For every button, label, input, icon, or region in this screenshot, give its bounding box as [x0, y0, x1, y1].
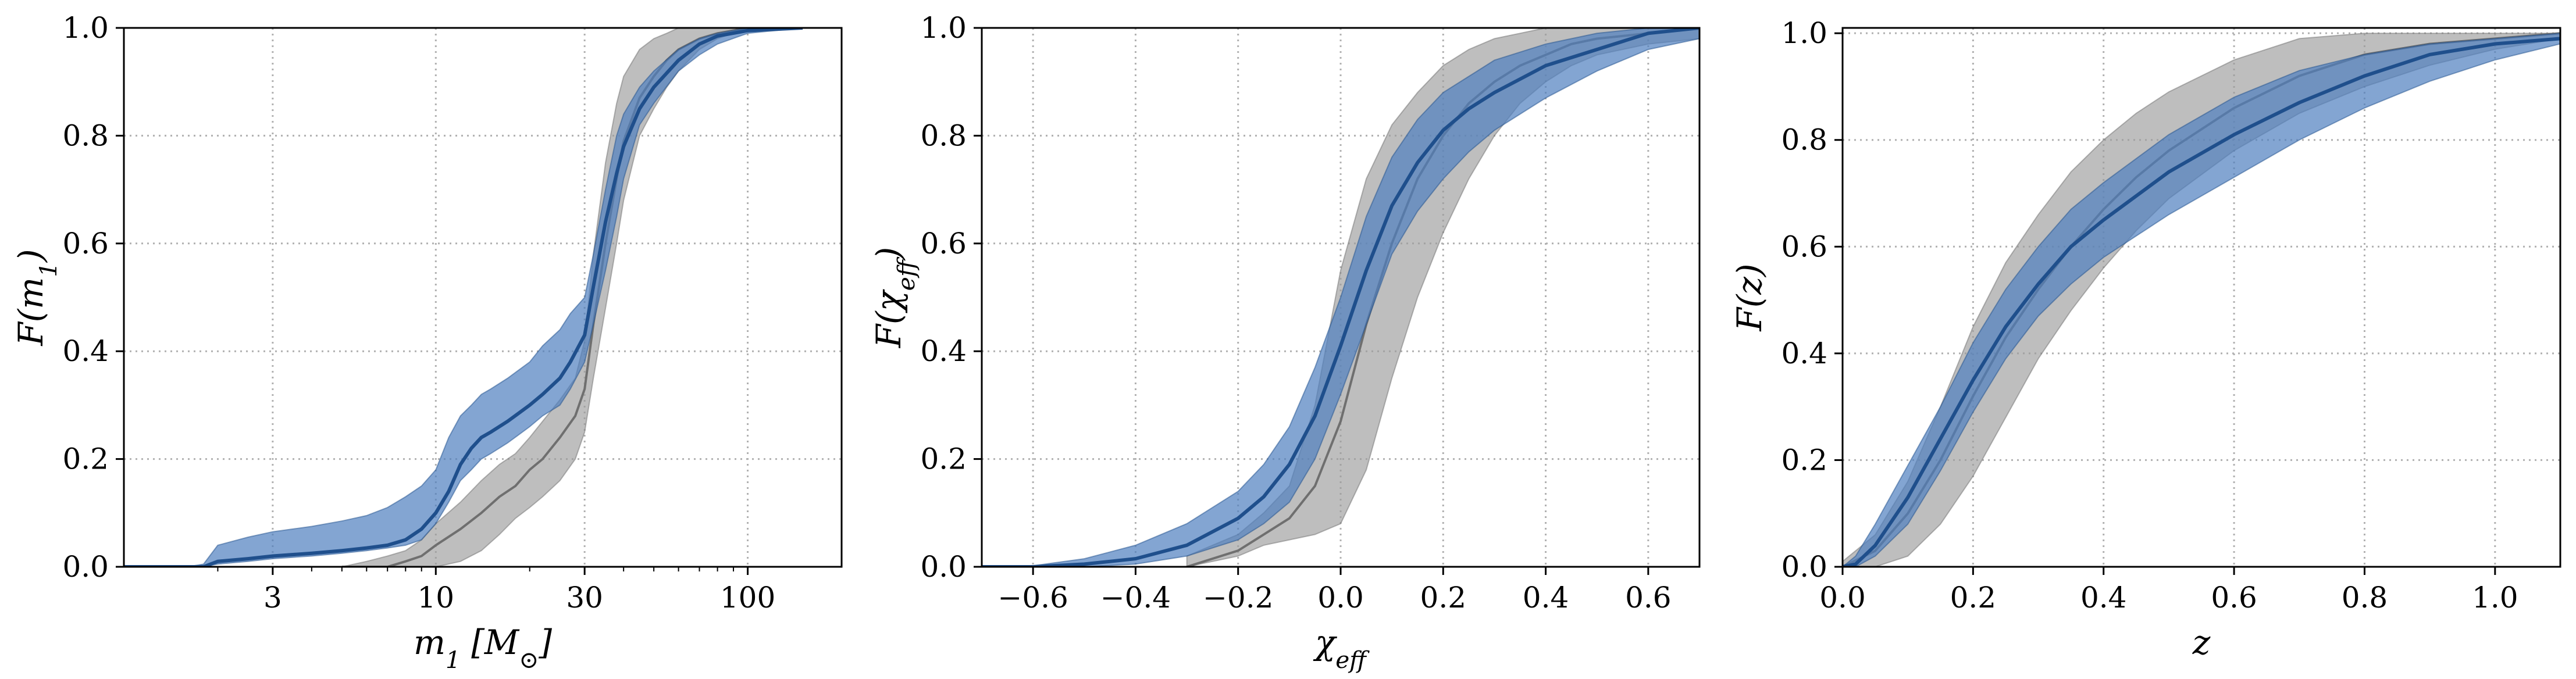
- data-median-line: [341, 28, 803, 567]
- y-axis-label: F(z): [1730, 263, 1769, 331]
- x-tick-label: 0.0: [1317, 581, 1364, 614]
- x-axis-label: χeff: [1313, 623, 1370, 674]
- x-tick-label: 0.0: [1819, 581, 1866, 614]
- x-tick-label: 0.2: [1950, 581, 1997, 614]
- axes-frame: [1841, 27, 2561, 568]
- x-tick-label: 0.8: [2342, 581, 2388, 614]
- y-tick-label: 0.6: [62, 227, 109, 260]
- data-credible-band: [341, 28, 803, 567]
- x-tick-label: 10: [417, 581, 454, 614]
- axes-frame: [123, 27, 843, 568]
- x-tick-label: 0.4: [1523, 581, 1569, 614]
- y-tick-label: 0.2: [1781, 443, 1827, 477]
- data-credible-band: [1843, 33, 2560, 567]
- x-tick-label: 30: [566, 581, 603, 614]
- y-tick-label: 0.4: [62, 334, 109, 368]
- x-tick-label: 0.4: [2080, 581, 2127, 614]
- x-tick-label: 100: [720, 581, 775, 614]
- x-tick-label: −0.2: [1203, 581, 1273, 614]
- model-median-line: [982, 28, 1699, 567]
- y-axis-label: F(χeff): [869, 247, 920, 348]
- y-tick-label: 0.0: [62, 550, 109, 584]
- y-tick-label: 0.2: [920, 442, 967, 476]
- panel-chi-eff-cdf: −0.6 −0.4 −0.2 0.0 0.2 0.4 0.6 0.0 0.2 0.4 0.6 0.8 1…: [869, 11, 1701, 674]
- x-tick-label: 3: [263, 581, 282, 614]
- x-tick-label: −0.6: [997, 581, 1068, 614]
- model-median-line: [124, 28, 803, 567]
- y-tick-label: 0.4: [1781, 337, 1827, 370]
- x-tick-label: 1.0: [2472, 581, 2518, 614]
- y-tick-label: 1.0: [62, 11, 109, 45]
- y-tick-label: 0.8: [1781, 123, 1827, 157]
- y-tick-label: 1.0: [920, 11, 967, 45]
- x-axis-label: z: [2192, 623, 2211, 662]
- y-tick-label: 0.8: [920, 119, 967, 152]
- panel-redshift-cdf: 0.0 0.2 0.4 0.6 0.8 1.0 0.0 0.2 0.4 0.6 0.8 1.0 z F(z…: [1730, 16, 2561, 662]
- y-tick-label: 0.6: [1781, 230, 1827, 263]
- model-median-line: [1843, 37, 2560, 567]
- y-tick-label: 0.0: [920, 550, 967, 584]
- y-tick-label: 1.0: [1781, 16, 1827, 50]
- y-tick-label: 0.4: [920, 334, 967, 368]
- y-tick-label: 0.6: [920, 227, 967, 260]
- model-credible-band: [982, 28, 1699, 567]
- x-tick-label: −0.4: [1100, 581, 1171, 614]
- model-credible-band: [124, 28, 803, 567]
- x-axis-label: m1 [M⊙]: [414, 623, 552, 674]
- panel-m1-cdf: 3 10 30 100 0.0 0.2 0.4 0.6 0.8 1.0 m1 [M⊙] F(m1): [11, 11, 843, 674]
- y-tick-label: 0.2: [62, 442, 109, 476]
- x-tick-label: 0.6: [2211, 581, 2257, 614]
- y-axis-label: F(m1): [11, 249, 62, 346]
- model-credible-band: [1843, 33, 2560, 567]
- y-tick-label: 0.8: [62, 119, 109, 152]
- y-tick-label: 0.0: [1781, 550, 1827, 584]
- x-tick-label: 0.6: [1625, 581, 1672, 614]
- x-tick-label: 0.2: [1420, 581, 1467, 614]
